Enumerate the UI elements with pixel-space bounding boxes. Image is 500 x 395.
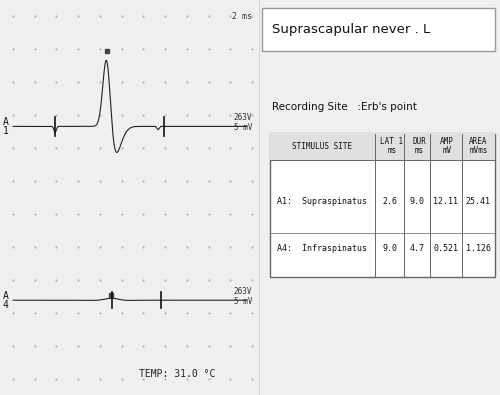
- Text: TEMP: 31.0 °C: TEMP: 31.0 °C: [138, 369, 215, 379]
- FancyBboxPatch shape: [270, 132, 495, 160]
- Text: 9.0: 9.0: [382, 245, 397, 253]
- FancyBboxPatch shape: [270, 134, 495, 276]
- Text: Suprascapular never . L: Suprascapular never . L: [272, 23, 430, 36]
- Text: A1:  Supraspinatus: A1: Supraspinatus: [278, 197, 368, 206]
- Text: 2 ms: 2 ms: [232, 12, 252, 21]
- Text: 4.7: 4.7: [410, 245, 424, 253]
- Text: 9.0: 9.0: [410, 197, 424, 206]
- Text: A
1: A 1: [2, 117, 8, 136]
- Text: DUR
ms: DUR ms: [412, 137, 426, 155]
- Text: Recording Site   :Erb's point: Recording Site :Erb's point: [272, 102, 417, 112]
- Text: 263V
5 mV: 263V 5 mV: [234, 113, 252, 132]
- Text: 25.41: 25.41: [466, 197, 491, 206]
- Text: LAT 1
ms: LAT 1 ms: [380, 137, 404, 155]
- Text: 1.126: 1.126: [466, 245, 491, 253]
- Text: A4:  Infraspinatus: A4: Infraspinatus: [278, 245, 368, 253]
- Text: 2.6: 2.6: [382, 197, 397, 206]
- Text: A
4: A 4: [2, 291, 8, 310]
- FancyBboxPatch shape: [262, 8, 495, 51]
- Text: 0.521: 0.521: [434, 245, 458, 253]
- Text: AREA
mVms: AREA mVms: [469, 137, 488, 155]
- Text: 263V
5 mV: 263V 5 mV: [234, 287, 252, 306]
- Text: STIMULUS SITE: STIMULUS SITE: [292, 142, 352, 150]
- Text: AMP
mV: AMP mV: [440, 137, 454, 155]
- Text: 12.11: 12.11: [434, 197, 458, 206]
